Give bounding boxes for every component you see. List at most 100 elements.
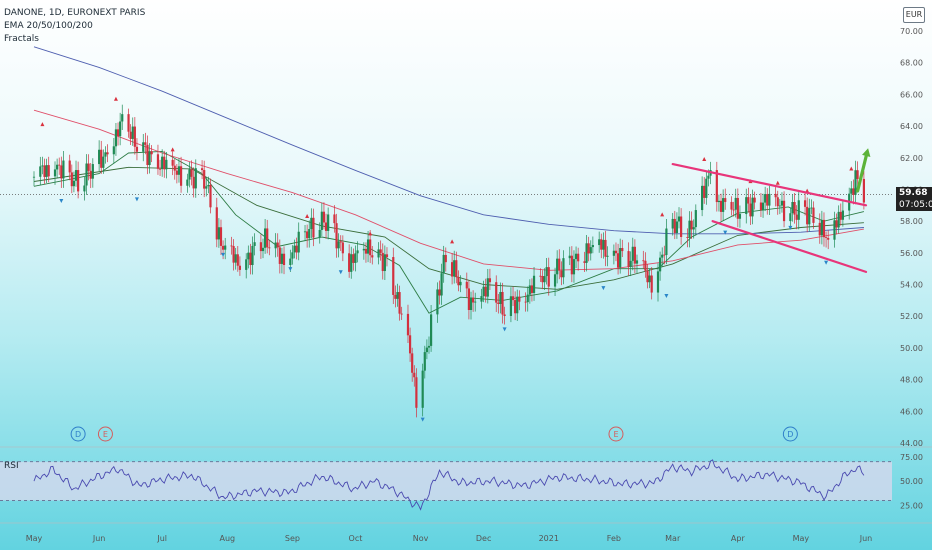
- candle-body: [501, 291, 504, 315]
- candle-body: [312, 217, 315, 238]
- candle-body: [297, 231, 300, 253]
- fractal-up-marker: [113, 96, 118, 101]
- price-tick-label: 52.00: [900, 312, 923, 321]
- candle-body: [572, 259, 576, 275]
- candle-body: [350, 254, 353, 272]
- candle-body: [91, 164, 94, 179]
- candle-body: [526, 294, 529, 303]
- candle-body: [106, 152, 109, 155]
- candle-body: [675, 221, 679, 233]
- candle-body: [236, 254, 239, 266]
- candle-body: [392, 257, 395, 295]
- candle-body: [577, 253, 580, 262]
- candle-body: [268, 247, 271, 249]
- candle-body: [782, 200, 786, 222]
- candle-body: [659, 257, 662, 272]
- candle-body: [747, 197, 750, 204]
- candle-body: [778, 205, 781, 207]
- candle-body: [221, 245, 225, 250]
- candle-body: [436, 289, 439, 315]
- candle-body: [264, 228, 267, 248]
- candle-body: [165, 159, 168, 170]
- ema-100-line: [33, 109, 864, 271]
- candle-body: [862, 178, 865, 203]
- candle-body: [642, 260, 645, 262]
- rsi-title: RSI: [4, 461, 19, 471]
- last-price-value: 59.68: [899, 188, 928, 198]
- candle-body: [114, 129, 118, 147]
- candle-body: [499, 291, 502, 304]
- candle-body: [665, 228, 668, 255]
- candle-body: [574, 253, 578, 260]
- ema-20-line: [33, 150, 865, 314]
- candle-body: [318, 229, 321, 238]
- candle-body: [232, 246, 235, 263]
- candle-body: [852, 188, 855, 195]
- candle-body: [234, 254, 237, 263]
- currency-badge[interactable]: EUR: [903, 7, 925, 23]
- candle-body: [209, 184, 212, 208]
- candle-body: [570, 255, 573, 275]
- time-tick-label: Mar: [665, 534, 681, 543]
- candle-body: [245, 259, 248, 270]
- candle-body: [322, 211, 326, 223]
- candle-body: [175, 170, 178, 175]
- candle-body: [203, 170, 206, 189]
- ema-legend[interactable]: EMA 20/50/100/200: [4, 21, 93, 31]
- candle-body: [690, 220, 693, 230]
- candle-body: [324, 222, 328, 231]
- candle-body: [425, 347, 428, 353]
- candle-body: [751, 197, 754, 217]
- candle-body: [568, 255, 571, 259]
- time-tick-label: Sep: [285, 534, 300, 543]
- candle-body: [587, 243, 590, 254]
- candle-body: [89, 170, 92, 179]
- candle-body: [591, 245, 594, 248]
- candle-body: [503, 314, 506, 316]
- candle-body: [394, 294, 397, 299]
- trendline: [671, 163, 868, 207]
- candle-body: [509, 296, 513, 316]
- fractals-legend[interactable]: Fractals: [4, 34, 39, 44]
- fractal-up-marker: [40, 122, 45, 127]
- candle-body: [616, 253, 620, 268]
- candle-body: [795, 214, 798, 220]
- symbol-legend[interactable]: DANONE, 1D, EURONEXT PARIS: [4, 8, 146, 18]
- dividend-event-marker[interactable]: D: [782, 426, 798, 442]
- candle-body: [856, 170, 859, 179]
- candle-body: [238, 265, 241, 270]
- candle-body: [295, 245, 298, 253]
- price-tick-label: 56.00: [900, 249, 923, 258]
- candle-body: [249, 252, 252, 266]
- fractal-down-marker: [664, 294, 669, 299]
- candle-body: [385, 254, 389, 258]
- candle-body: [768, 193, 771, 206]
- candle-body: [518, 296, 521, 302]
- rsi-tick-label: 50.00: [900, 477, 923, 486]
- candle-body: [274, 242, 277, 249]
- candle-body: [806, 206, 809, 225]
- candle-body: [150, 151, 153, 155]
- candle-body: [224, 245, 227, 250]
- fractal-down-marker: [420, 417, 425, 422]
- candle-body: [98, 149, 101, 165]
- earnings-event-marker[interactable]: E: [608, 426, 624, 442]
- candle-body: [602, 239, 605, 250]
- candle-body: [68, 160, 71, 173]
- earnings-event-marker[interactable]: E: [97, 426, 113, 442]
- candle-body: [207, 184, 210, 187]
- candle-body: [188, 169, 191, 180]
- candle-body: [455, 260, 458, 278]
- dividend-event-marker[interactable]: D: [70, 426, 86, 442]
- candle-body: [543, 276, 546, 283]
- candle-body: [396, 292, 399, 299]
- candle-body: [253, 242, 256, 246]
- candle-body: [598, 239, 601, 246]
- fractal-down-marker: [723, 230, 728, 235]
- candle-body: [562, 258, 565, 278]
- candle-body: [715, 170, 718, 203]
- candle-body: [694, 210, 697, 228]
- candle-body: [230, 245, 233, 247]
- time-tick-label: May: [26, 534, 43, 543]
